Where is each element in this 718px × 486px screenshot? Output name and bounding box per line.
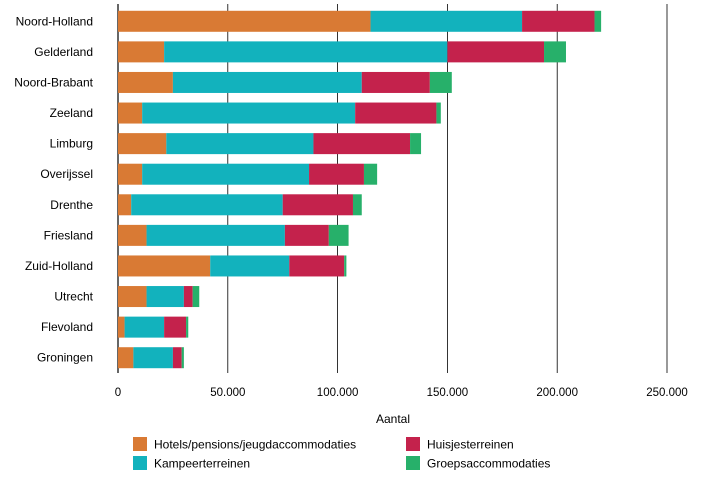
category-label: Noord-Holland — [16, 14, 93, 28]
bar-segment-2 — [124, 316, 165, 338]
category-label: Overijssel — [40, 167, 93, 181]
bar-segment-3 — [282, 194, 353, 216]
category-labels: Noord-Holland Gelderland Noord-Brabant Zeel… — [14, 14, 93, 364]
category-label: Gelderland — [34, 45, 93, 59]
bar-segment-4 — [181, 347, 184, 369]
bar-segment-3 — [164, 316, 187, 338]
bar-segment-4 — [363, 163, 378, 185]
bar-segment-1 — [118, 102, 143, 124]
category-label: Utrecht — [54, 290, 93, 304]
bar-segment-2 — [142, 163, 310, 185]
bar-segment-2 — [131, 194, 283, 216]
legend-label-4: Groepsaccommodaties — [427, 457, 550, 471]
bar-segment-4 — [544, 41, 566, 63]
x-tick-labels: 0 50.000 100.000 150.000 200.000 250.000 — [115, 387, 688, 399]
bar-segment-3 — [172, 347, 182, 369]
legend: Hotels/pensions/jeugdaccommodaties Kampee… — [133, 437, 550, 471]
bar-segment-3 — [355, 102, 437, 124]
bar-segment-4 — [429, 71, 452, 93]
bar-segment-3 — [284, 224, 329, 246]
x-tick-label: 100.000 — [317, 387, 359, 399]
bar-segment-1 — [118, 316, 125, 338]
legend-swatch-4 — [406, 456, 420, 470]
grid-lines — [117, 4, 668, 373]
bars — [118, 10, 602, 369]
bar-segment-4 — [436, 102, 441, 124]
bar-segment-4 — [344, 255, 347, 277]
bar-segment-4 — [192, 286, 200, 308]
bar-segment-4 — [410, 133, 422, 155]
category-label: Friesland — [44, 228, 93, 242]
bar-segment-2 — [166, 133, 314, 155]
category-label: Groningen — [37, 351, 93, 365]
bar-segment-2 — [172, 71, 362, 93]
bar-segment-2 — [142, 102, 356, 124]
x-tick-label: 150.000 — [427, 387, 469, 399]
bar-segment-1 — [118, 71, 173, 93]
category-label: Noord-Brabant — [14, 75, 93, 89]
bar-segment-1 — [118, 347, 134, 369]
bar-segment-1 — [118, 224, 147, 246]
bar-segment-2 — [164, 41, 448, 63]
bar-segment-1 — [118, 133, 167, 155]
bar-segment-2 — [370, 10, 523, 32]
bar-segment-3 — [522, 10, 595, 32]
bar-segment-2 — [210, 255, 290, 277]
category-label: Zeeland — [50, 106, 93, 120]
category-label: Zuid-Holland — [25, 259, 93, 273]
bar-segment-2 — [146, 286, 184, 308]
legend-swatch-3 — [406, 437, 420, 451]
legend-swatch-1 — [133, 437, 147, 451]
category-label: Limburg — [50, 137, 93, 151]
bar-segment-1 — [118, 163, 143, 185]
bar-segment-1 — [118, 194, 132, 216]
bar-segment-3 — [313, 133, 411, 155]
bar-segment-4 — [186, 316, 189, 338]
bar-segment-3 — [361, 71, 430, 93]
bar-segment-4 — [594, 10, 602, 32]
x-tick-label: 50.000 — [210, 387, 245, 399]
bar-segment-4 — [352, 194, 362, 216]
bar-segment-4 — [328, 224, 349, 246]
x-tick-label: 0 — [115, 387, 121, 399]
legend-swatch-2 — [133, 456, 147, 470]
bar-segment-1 — [118, 255, 211, 277]
bar-segment-3 — [447, 41, 545, 63]
bar-segment-1 — [118, 286, 147, 308]
x-axis-title: Aantal — [376, 412, 410, 426]
legend-label-2: Kampeerterreinen — [154, 457, 250, 471]
bar-segment-2 — [146, 224, 285, 246]
x-tick-label: 200.000 — [536, 387, 578, 399]
bar-segment-1 — [118, 41, 165, 63]
bar-segment-3 — [309, 163, 364, 185]
legend-label-3: Huisjesterreinen — [427, 438, 514, 452]
bar-segment-1 — [118, 10, 371, 32]
category-label: Drenthe — [50, 198, 93, 212]
bar-segment-2 — [133, 347, 173, 369]
category-label: Flevoland — [41, 320, 93, 334]
bar-segment-3 — [183, 286, 193, 308]
x-tick-label: 250.000 — [646, 387, 688, 399]
bar-segment-3 — [289, 255, 345, 277]
legend-label-1: Hotels/pensions/jeugdaccommodaties — [154, 438, 356, 452]
